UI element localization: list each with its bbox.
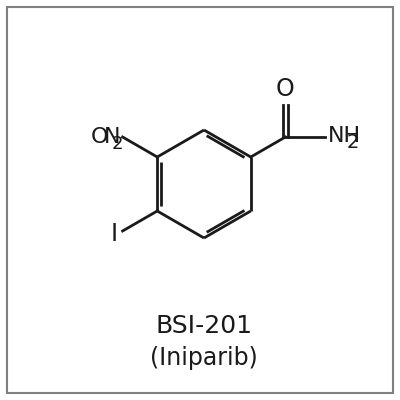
Text: BSI-201: BSI-201 — [156, 314, 252, 338]
Text: O: O — [276, 77, 295, 101]
Text: I: I — [111, 222, 118, 246]
Text: 2: 2 — [347, 133, 359, 152]
Text: 2: 2 — [112, 135, 123, 153]
Text: NH: NH — [328, 126, 361, 146]
Text: N: N — [104, 127, 120, 147]
Text: O: O — [91, 127, 108, 147]
Text: (Iniparib): (Iniparib) — [150, 346, 258, 370]
